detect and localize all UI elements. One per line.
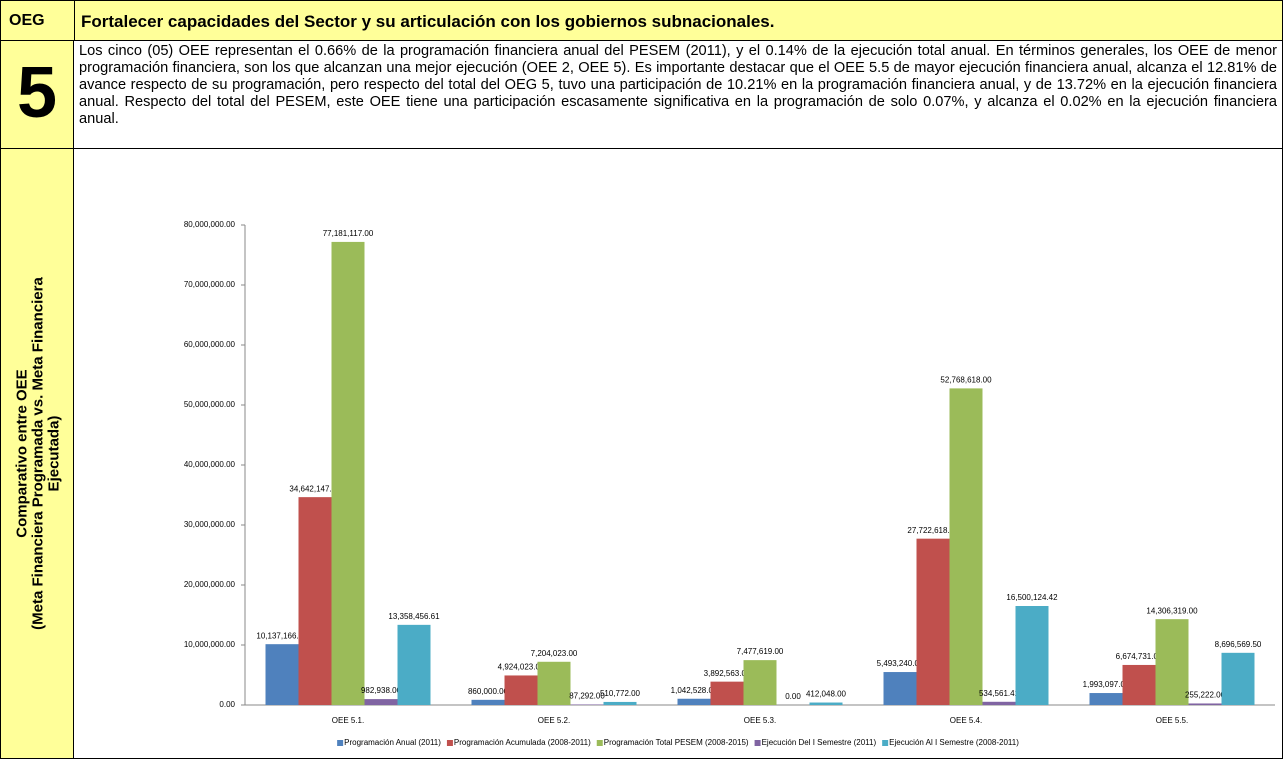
value-label: 0.00 (785, 692, 801, 701)
value-label: 52,768,618.00 (940, 375, 992, 384)
bar (537, 661, 571, 705)
bar (710, 681, 744, 705)
chart: 0.00 10,000,000.00 20,000,000.00 30,000,000… (184, 220, 1275, 747)
value-label: 4,924,023.00 (498, 663, 545, 672)
value-label: 87,292.00 (569, 692, 605, 701)
value-label: 510,772.00 (600, 689, 641, 698)
value-label: 255,222.00 (1185, 691, 1226, 700)
bar (1089, 693, 1123, 705)
bar (1015, 605, 1049, 705)
legend-label: Programación Anual (2011) (344, 738, 441, 747)
bar (1155, 619, 1189, 705)
header-label: OEG (9, 12, 45, 29)
side-label-line: Ejecutada) (45, 415, 62, 492)
bar (471, 699, 505, 705)
legend-swatch (754, 740, 761, 746)
header-title: Fortalecer capacidades del Sector y su a… (81, 12, 775, 31)
bar (331, 241, 365, 705)
value-label: 16,500,124.42 (1006, 593, 1058, 602)
x-tick-label: OEE 5.1. (332, 716, 364, 725)
value-label: 412,048.00 (806, 690, 847, 699)
y-tick-label: 20,000,000.00 (184, 580, 236, 589)
value-label: 7,204,023.00 (531, 649, 578, 658)
value-label: 13,358,456.61 (388, 612, 440, 621)
legend-label: Ejecución Del I Semestre (2011) (762, 738, 877, 747)
section-text: Los cinco (05) OEE representan el 0.66% … (79, 43, 1277, 127)
y-tick-label: 50,000,000.00 (184, 400, 236, 409)
section-number: 5 (16, 53, 58, 133)
value-label: 34,642,147.00 (289, 484, 341, 493)
bar (949, 388, 983, 705)
section-text-cell: Los cinco (05) OEE representan el 0.66% … (73, 40, 1283, 149)
y-tick-label: 40,000,000.00 (184, 460, 236, 469)
value-label: 3,892,563.00 (704, 669, 751, 678)
side-label-line: Comparativo entre OEE (13, 369, 30, 538)
value-label: 27,722,618.00 (907, 526, 959, 535)
value-label: 77,181,117.00 (323, 229, 374, 238)
bar (916, 538, 950, 705)
y-tick-label: 0.00 (219, 700, 235, 709)
value-label: 7,477,619.00 (737, 647, 784, 656)
bar (504, 675, 538, 705)
chart-cell: 0.00 10,000,000.00 20,000,000.00 30,000,000… (73, 148, 1283, 759)
bar (397, 624, 431, 705)
bar (677, 698, 711, 705)
bar (1221, 652, 1255, 705)
legend-swatch (596, 740, 603, 746)
legend-swatch (337, 740, 344, 746)
side-label-line: (Meta Financiera Programada vs. Meta Fin… (29, 277, 46, 630)
legend-swatch (446, 740, 453, 746)
legend-label: Programación Total PESEM (2008-2015) (604, 738, 749, 747)
bar (809, 702, 843, 705)
value-label: 534,561.41 (979, 689, 1020, 698)
value-label: 1,042,528.00 (671, 686, 718, 695)
legend-label: Programación Acumulada (2008-2011) (454, 738, 591, 747)
side-label-cell: Comparativo entre OEE (Meta Financiera Pr… (0, 148, 74, 759)
y-tick-label: 80,000,000.00 (184, 220, 236, 229)
value-label: 5,493,240.00 (877, 659, 924, 668)
value-label: 982,938.00 (361, 686, 402, 695)
legend-label: Ejecución Al I Semestre (2008-2011) (889, 738, 1019, 747)
value-label: 8,696,569.50 (1215, 640, 1262, 649)
header-row: OEG Fortalecer capacidades del Sector y … (0, 0, 1283, 41)
bar (298, 497, 332, 705)
bar (743, 660, 777, 705)
x-tick-label: OEE 5.5. (1156, 716, 1188, 725)
bar (570, 704, 604, 705)
x-tick-label: OEE 5.2. (538, 716, 570, 725)
bar (982, 701, 1016, 705)
bar (1188, 703, 1222, 705)
bar (364, 699, 398, 705)
bar (1122, 664, 1156, 705)
y-tick-label: 10,000,000.00 (184, 640, 236, 649)
y-tick-label: 60,000,000.00 (184, 340, 236, 349)
y-tick-label: 30,000,000.00 (184, 520, 236, 529)
bar (603, 701, 637, 705)
value-label: 14,306,319.00 (1146, 606, 1198, 615)
x-tick-label: OEE 5.3. (744, 716, 776, 725)
section-number-cell: 5 (0, 40, 74, 149)
value-label: 1,993,097.00 (1083, 680, 1130, 689)
value-label: 6,674,731.00 (1116, 652, 1163, 661)
value-label: 10,137,166.00 (256, 631, 308, 640)
bar (883, 672, 917, 705)
bar (265, 644, 299, 705)
side-label: Comparativo entre OEE (Meta Financiera Pr… (2, 149, 75, 759)
legend-swatch (882, 740, 889, 746)
value-label: 860,000.00 (468, 687, 509, 696)
x-tick-label: OEE 5.4. (950, 716, 982, 725)
y-tick-label: 70,000,000.00 (184, 280, 236, 289)
